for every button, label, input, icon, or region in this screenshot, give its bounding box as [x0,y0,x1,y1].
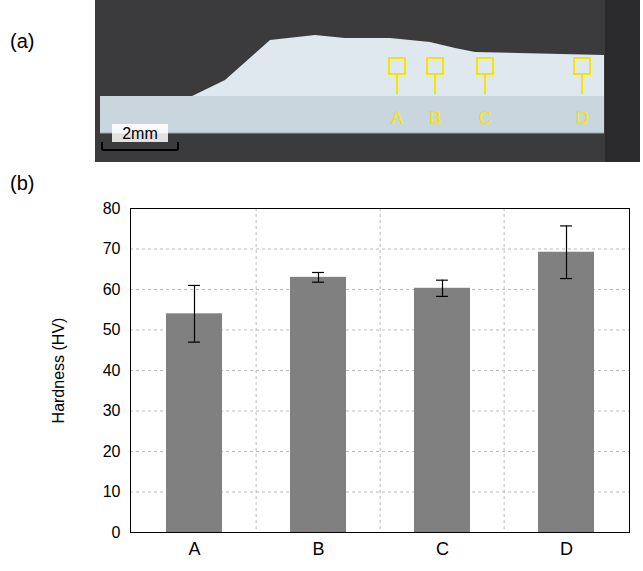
svg-text:B: B [312,539,324,559]
svg-text:80: 80 [103,200,121,217]
svg-text:60: 60 [103,281,121,298]
svg-text:0: 0 [112,524,121,541]
svg-text:D: D [576,108,589,128]
svg-text:B: B [429,108,441,128]
html-text:(b): (b) [10,172,35,194]
svg-text:20: 20 [103,443,121,460]
svg-text:50: 50 [103,321,121,338]
svg-text:2mm: 2mm [122,125,158,142]
svg-text:A: A [391,108,403,128]
svg-text:C: C [479,108,492,128]
svg-text:D: D [560,539,573,559]
svg-text:Hardness (HV): Hardness (HV) [50,318,67,424]
svg-text:30: 30 [103,402,121,419]
svg-text:C: C [436,539,449,559]
svg-text:A: A [188,539,200,559]
svg-text:10: 10 [103,483,121,500]
svg-text:70: 70 [103,240,121,257]
html-text:(a): (a) [10,30,35,52]
svg-text:40: 40 [103,362,121,379]
